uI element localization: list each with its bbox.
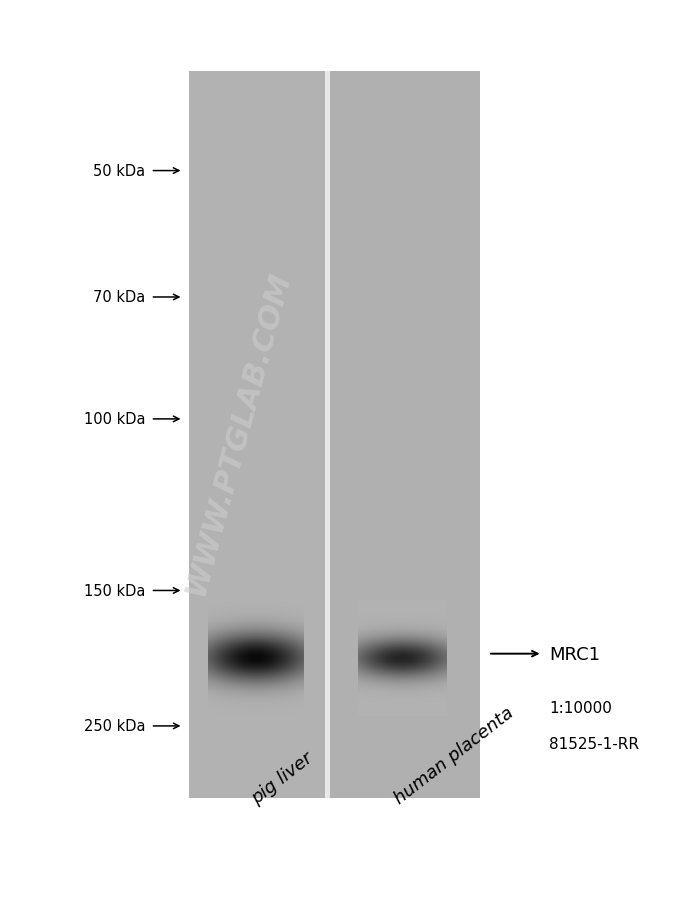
Text: 100 kDa: 100 kDa <box>84 412 146 427</box>
Text: 1:10000: 1:10000 <box>550 701 612 715</box>
Text: 81525-1-RR: 81525-1-RR <box>550 737 640 751</box>
Text: 250 kDa: 250 kDa <box>84 719 146 733</box>
Text: 50 kDa: 50 kDa <box>94 164 146 179</box>
Text: 150 kDa: 150 kDa <box>84 584 146 598</box>
Text: human placenta: human placenta <box>391 704 517 807</box>
Bar <box>189 72 325 798</box>
Bar <box>325 72 330 798</box>
Text: WWW.PTGLAB.COM: WWW.PTGLAB.COM <box>181 268 295 598</box>
Text: pig liver: pig liver <box>248 749 316 807</box>
Text: 70 kDa: 70 kDa <box>93 290 146 305</box>
Text: MRC1: MRC1 <box>550 645 601 663</box>
Bar <box>330 72 480 798</box>
